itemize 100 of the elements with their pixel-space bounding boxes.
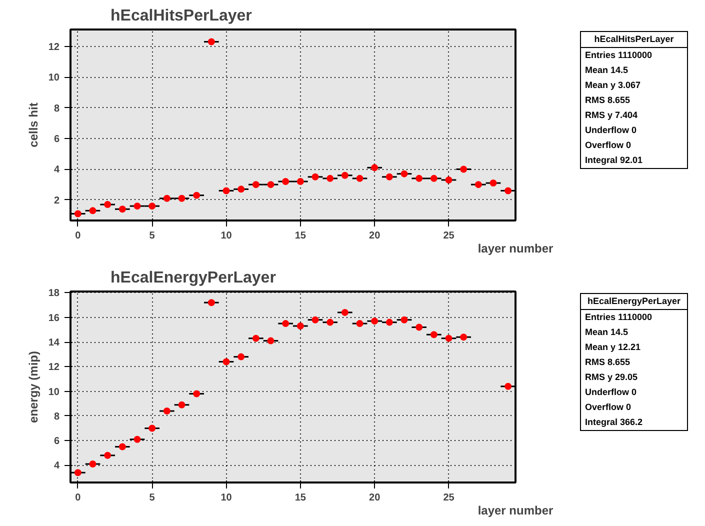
point bbox=[371, 164, 378, 172]
point bbox=[178, 194, 186, 202]
point bbox=[208, 299, 215, 306]
point bbox=[208, 38, 215, 46]
point bbox=[104, 452, 112, 459]
text: RMS y 7.404 bbox=[584, 109, 639, 122]
x-tick-label: 20 bbox=[369, 492, 381, 504]
y-tick-label: 4 bbox=[54, 164, 60, 176]
point bbox=[222, 187, 230, 194]
x-tick-label: 0 bbox=[75, 492, 82, 504]
point bbox=[118, 206, 126, 213]
point bbox=[341, 308, 348, 316]
text: RMS y 29.05 bbox=[584, 371, 639, 384]
x-tick-label: 25 bbox=[443, 492, 455, 504]
x-tick-label: 15 bbox=[294, 230, 306, 242]
point bbox=[296, 322, 304, 330]
point bbox=[222, 358, 230, 366]
point bbox=[356, 174, 364, 182]
text: Mean 14.5 bbox=[584, 64, 630, 77]
point bbox=[148, 202, 156, 210]
text: Mean y 12.21 bbox=[584, 341, 642, 354]
point bbox=[474, 181, 482, 188]
point bbox=[104, 201, 112, 208]
point bbox=[430, 331, 438, 338]
point bbox=[504, 382, 512, 390]
point bbox=[74, 210, 82, 218]
text: Overflow 0 bbox=[584, 401, 632, 414]
point bbox=[341, 172, 348, 179]
x-tick-label: 5 bbox=[149, 492, 156, 504]
x-axis-title: layer number bbox=[478, 242, 554, 256]
text: hEcalHitsPerLayer bbox=[581, 32, 687, 48]
y-tick-label: 8 bbox=[54, 103, 60, 114]
point bbox=[504, 187, 512, 194]
point bbox=[312, 316, 319, 324]
point bbox=[89, 460, 96, 468]
text: Underflow 0 bbox=[584, 386, 638, 399]
point bbox=[356, 320, 364, 328]
point bbox=[89, 207, 96, 214]
y-tick-label: 14 bbox=[48, 338, 60, 349]
point bbox=[267, 181, 274, 188]
x-tick-label: 15 bbox=[294, 492, 306, 504]
point bbox=[326, 318, 334, 326]
y-tick-label: 2 bbox=[54, 195, 60, 206]
y-tick-label: 12 bbox=[48, 42, 60, 53]
y-axis-title: energy (mip) bbox=[26, 350, 40, 424]
text: hEcalEnergyPerLayer bbox=[581, 294, 687, 310]
x-tick-label: 10 bbox=[220, 230, 232, 242]
point bbox=[252, 334, 260, 342]
x-tick-label: 25 bbox=[443, 230, 455, 242]
point bbox=[118, 443, 126, 450]
y-tick-label: 6 bbox=[54, 134, 60, 146]
point bbox=[445, 334, 452, 342]
point bbox=[371, 318, 378, 325]
point bbox=[267, 337, 274, 344]
text: Overflow 0 bbox=[584, 139, 632, 152]
chart-title: hEcalHitsPerLayer bbox=[110, 8, 252, 24]
point bbox=[134, 202, 141, 210]
y-tick-label: 16 bbox=[48, 312, 60, 324]
text: RMS 8.655 bbox=[584, 94, 632, 107]
x-tick-label: 20 bbox=[369, 230, 381, 242]
y-tick-label: 10 bbox=[48, 386, 60, 398]
point bbox=[148, 424, 156, 432]
point bbox=[163, 408, 170, 415]
point bbox=[134, 436, 141, 443]
point bbox=[282, 320, 290, 328]
y-tick-label: 18 bbox=[48, 288, 60, 300]
point bbox=[386, 318, 393, 326]
point bbox=[296, 178, 304, 185]
point bbox=[238, 186, 245, 193]
x-tick-label: 10 bbox=[220, 492, 232, 504]
point bbox=[445, 176, 452, 184]
point bbox=[178, 401, 186, 408]
y-tick-label: 8 bbox=[54, 411, 60, 422]
point bbox=[282, 178, 290, 185]
point bbox=[252, 181, 260, 188]
point bbox=[193, 192, 200, 199]
point bbox=[416, 324, 423, 331]
point bbox=[193, 390, 200, 398]
point bbox=[326, 174, 334, 182]
point bbox=[238, 353, 245, 360]
y-tick-label: 6 bbox=[54, 436, 60, 448]
x-tick-label: 5 bbox=[149, 230, 156, 242]
point bbox=[400, 316, 408, 324]
text: Underflow 0 bbox=[584, 124, 638, 137]
point bbox=[163, 194, 170, 202]
text: Mean y 3.067 bbox=[584, 79, 642, 92]
text: Mean 14.5 bbox=[584, 326, 630, 339]
point bbox=[460, 166, 468, 173]
y-axis-title: cells hit bbox=[26, 102, 40, 148]
x-axis-title: layer number bbox=[478, 504, 554, 518]
point bbox=[430, 174, 438, 182]
text: Integral 366.2 bbox=[584, 416, 644, 429]
x-tick-label: 0 bbox=[75, 230, 82, 242]
chart-title: hEcalEnergyPerLayer bbox=[110, 270, 276, 286]
point bbox=[490, 180, 497, 187]
point bbox=[416, 174, 423, 182]
point bbox=[400, 170, 408, 178]
text: Integral 92.01 bbox=[584, 154, 644, 167]
point bbox=[386, 173, 393, 180]
text: RMS 8.655 bbox=[584, 356, 632, 369]
